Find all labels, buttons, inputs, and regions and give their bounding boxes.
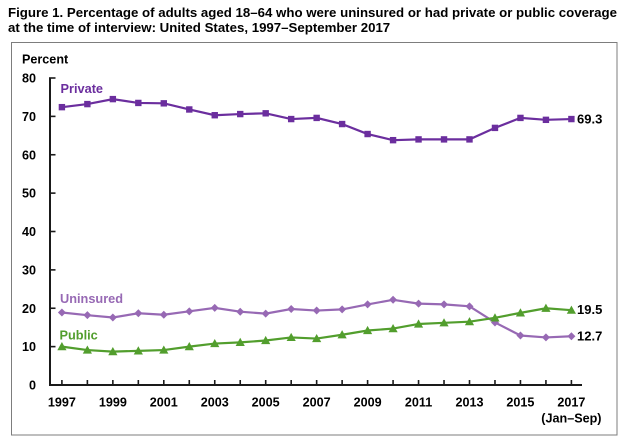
svg-text:60: 60 (22, 148, 36, 162)
svg-text:69.3: 69.3 (577, 112, 602, 127)
svg-text:0: 0 (29, 379, 36, 393)
svg-text:50: 50 (22, 187, 36, 201)
svg-text:70: 70 (22, 110, 36, 124)
svg-text:Private: Private (61, 81, 104, 96)
svg-text:2007: 2007 (303, 396, 331, 410)
svg-text:Uninsured: Uninsured (60, 291, 123, 306)
svg-text:10: 10 (22, 340, 36, 354)
svg-text:Percent: Percent (22, 53, 69, 67)
svg-text:2015: 2015 (506, 396, 534, 410)
svg-text:1997: 1997 (48, 396, 76, 410)
svg-text:2017: 2017 (557, 396, 585, 410)
svg-text:Public: Public (60, 328, 98, 343)
svg-text:2011: 2011 (405, 396, 432, 410)
svg-text:30: 30 (22, 263, 36, 277)
svg-text:80: 80 (22, 72, 36, 86)
svg-text:2003: 2003 (201, 396, 229, 410)
svg-text:2013: 2013 (455, 396, 483, 410)
svg-text:19.5: 19.5 (577, 302, 602, 317)
svg-text:(Jan–Sep): (Jan–Sep) (541, 412, 601, 426)
svg-text:20: 20 (22, 302, 36, 316)
svg-text:1999: 1999 (99, 396, 127, 410)
svg-text:2009: 2009 (354, 396, 382, 410)
svg-text:12.7: 12.7 (577, 329, 602, 344)
svg-text:2005: 2005 (252, 396, 280, 410)
svg-text:2001: 2001 (150, 396, 178, 410)
svg-text:40: 40 (22, 225, 36, 239)
